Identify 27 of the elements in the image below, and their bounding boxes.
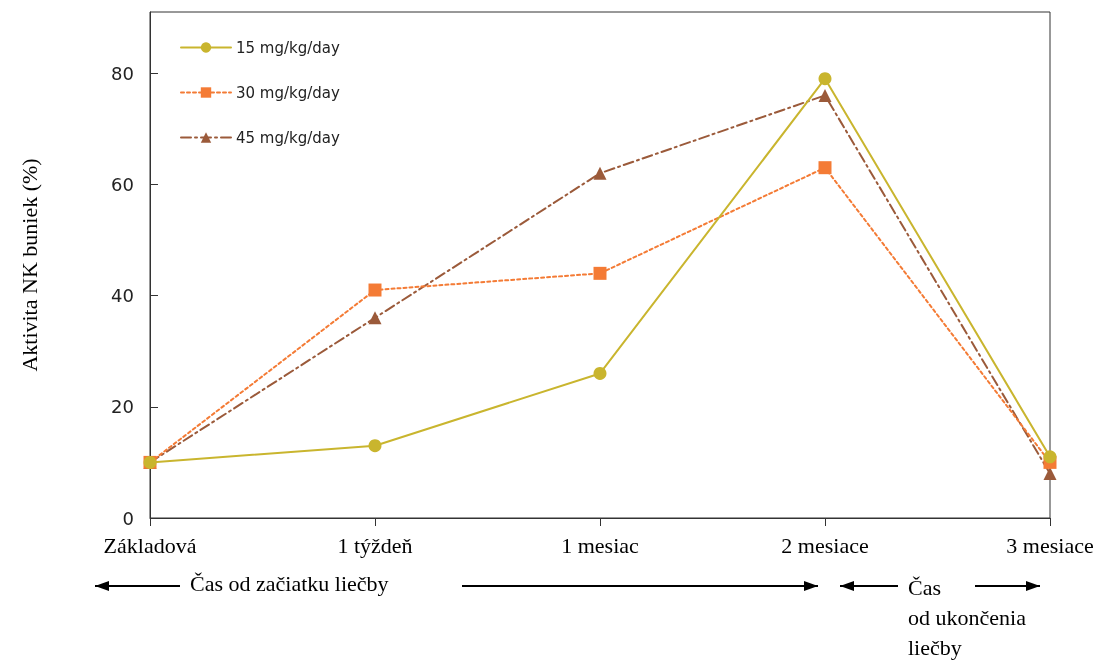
point [818,88,832,102]
y-tick-label: 80 [111,62,134,84]
point [368,439,382,453]
point [368,311,382,325]
x-tick-label: 1 týždeň [337,532,413,558]
y-tick-label: 0 [122,507,134,529]
legend-label: 30 mg/kg/day [236,83,341,102]
y-tick-label: 20 [111,396,134,418]
point [368,283,382,297]
x-tick-label: 1 mesiac [561,532,640,558]
y-axis-title: Aktivita NK buniek (%) [16,158,42,372]
legend-label: 15 mg/kg/day [236,38,341,57]
legend-label: 45 mg/kg/day [236,128,341,147]
point [818,72,832,86]
text: Čas od začiatku liečby [190,570,389,596]
x-tick-label: Základová [103,532,197,558]
x-tick-label: 3 mesiace [1006,532,1094,558]
y-tick-label: 60 [111,173,134,195]
point [593,166,607,180]
point [593,266,607,280]
point [593,366,607,380]
text: Čas od ukončenia liečby [908,574,1027,660]
y-tick-label: 40 [111,285,134,307]
x-tick-label: 2 mesiace [781,532,869,558]
point [818,161,832,175]
point [1043,467,1057,481]
point [1043,450,1057,464]
